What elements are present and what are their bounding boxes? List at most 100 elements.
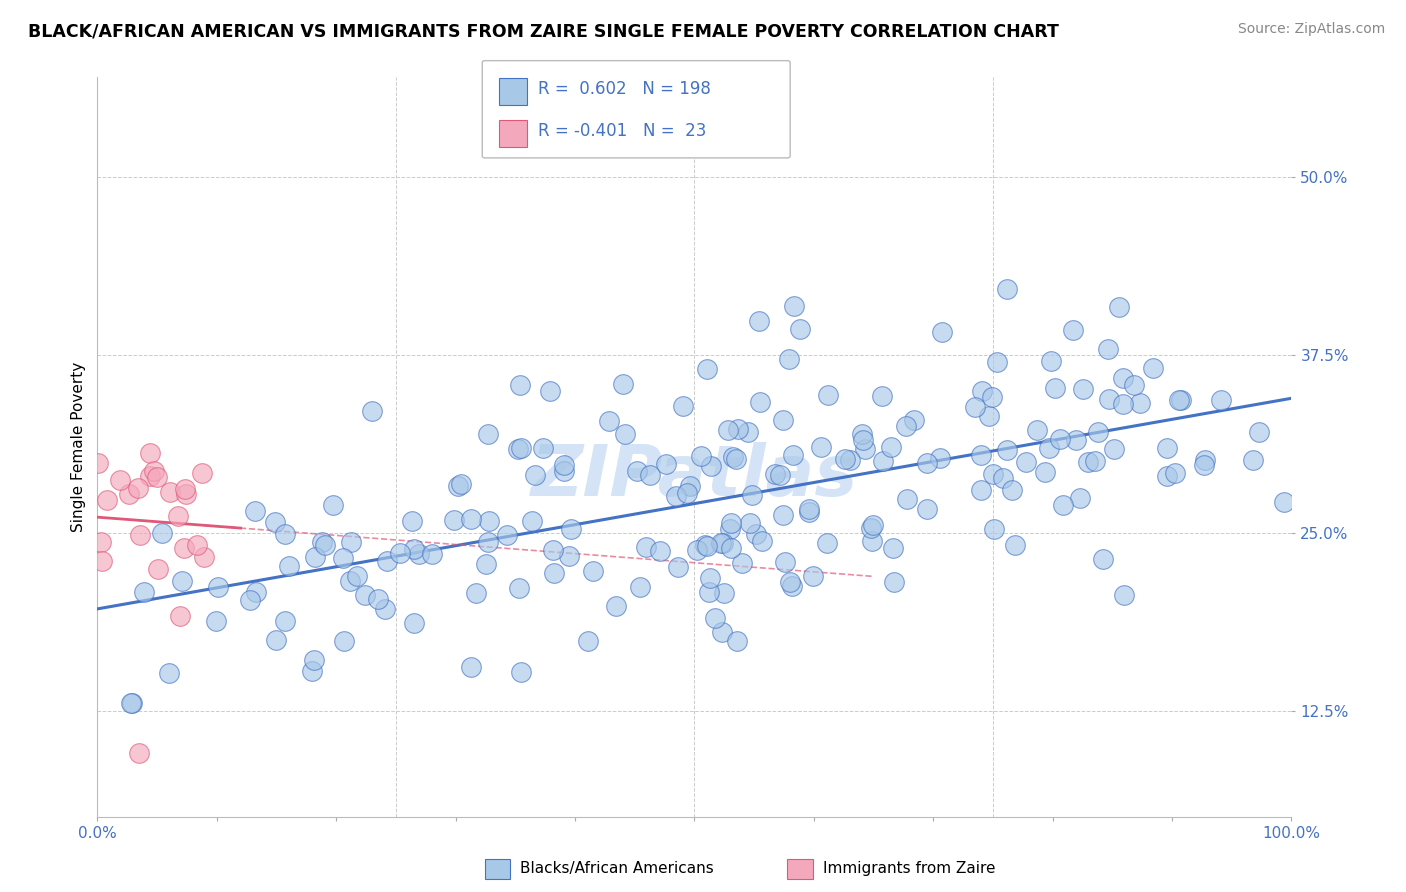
Y-axis label: Single Female Poverty: Single Female Poverty bbox=[72, 362, 86, 533]
Point bbox=[543, 566, 565, 581]
Point bbox=[972, 384, 994, 398]
Point bbox=[993, 470, 1015, 484]
Point bbox=[763, 467, 786, 481]
Point bbox=[724, 452, 747, 467]
Point bbox=[672, 399, 695, 413]
Point bbox=[1071, 382, 1094, 396]
Point bbox=[679, 478, 702, 492]
Text: R = -0.401   N =  23: R = -0.401 N = 23 bbox=[538, 122, 707, 140]
Point bbox=[741, 488, 763, 502]
Point bbox=[717, 423, 740, 437]
Point bbox=[772, 413, 794, 427]
Point bbox=[636, 540, 658, 554]
Point bbox=[301, 664, 323, 678]
Point bbox=[696, 539, 718, 553]
Point bbox=[146, 562, 169, 576]
Point bbox=[541, 542, 564, 557]
Point bbox=[374, 601, 396, 615]
Point bbox=[1129, 396, 1152, 410]
Point bbox=[120, 697, 142, 711]
Point bbox=[915, 456, 938, 470]
Point bbox=[983, 522, 1005, 536]
Point bbox=[332, 550, 354, 565]
Point bbox=[638, 467, 661, 482]
Point bbox=[274, 527, 297, 541]
Point bbox=[882, 541, 904, 555]
Point bbox=[915, 502, 938, 516]
Point bbox=[801, 569, 824, 583]
Point bbox=[173, 541, 195, 555]
Point bbox=[464, 586, 486, 600]
Point bbox=[896, 492, 918, 507]
Point bbox=[931, 325, 953, 339]
Point bbox=[157, 665, 180, 680]
Point bbox=[655, 457, 678, 471]
Point bbox=[749, 395, 772, 409]
Point bbox=[995, 282, 1018, 296]
Point bbox=[340, 535, 363, 549]
Point bbox=[560, 522, 582, 536]
Point bbox=[1192, 458, 1215, 473]
Point bbox=[159, 485, 181, 500]
Point bbox=[1069, 491, 1091, 506]
Point bbox=[783, 299, 806, 313]
Point bbox=[508, 582, 530, 596]
Point bbox=[686, 542, 709, 557]
Point bbox=[778, 351, 800, 366]
Point bbox=[321, 498, 343, 512]
Point bbox=[443, 512, 465, 526]
Point bbox=[970, 483, 993, 498]
Text: BLACK/AFRICAN AMERICAN VS IMMIGRANTS FROM ZAIRE SINGLE FEMALE POVERTY CORRELATIO: BLACK/AFRICAN AMERICAN VS IMMIGRANTS FRO… bbox=[28, 22, 1059, 40]
Point bbox=[132, 585, 155, 599]
Point bbox=[420, 547, 443, 561]
Point bbox=[880, 441, 903, 455]
Point bbox=[782, 448, 804, 462]
Point bbox=[928, 450, 950, 465]
Point bbox=[446, 479, 468, 493]
Point bbox=[1097, 343, 1119, 357]
Point bbox=[666, 560, 689, 574]
Point bbox=[96, 493, 118, 508]
Point bbox=[862, 533, 884, 548]
Point bbox=[1066, 433, 1088, 447]
Point bbox=[1038, 442, 1060, 456]
Point bbox=[346, 569, 368, 583]
Point bbox=[1167, 393, 1189, 408]
Point bbox=[713, 586, 735, 600]
Point bbox=[339, 574, 361, 588]
Point bbox=[696, 362, 718, 376]
Point bbox=[509, 665, 531, 680]
Point bbox=[1112, 588, 1135, 602]
Point bbox=[1122, 378, 1144, 392]
Point bbox=[172, 574, 194, 589]
Text: ZIPatlas: ZIPatlas bbox=[530, 442, 858, 511]
Point bbox=[388, 546, 411, 560]
Point bbox=[524, 468, 547, 483]
Point bbox=[1077, 455, 1099, 469]
Point bbox=[146, 469, 169, 483]
Point bbox=[727, 634, 749, 648]
Point bbox=[872, 389, 894, 403]
Point bbox=[894, 418, 917, 433]
Point bbox=[87, 457, 110, 471]
Point bbox=[304, 653, 326, 667]
Point bbox=[142, 464, 165, 478]
Point bbox=[367, 591, 389, 606]
Point bbox=[628, 580, 651, 594]
Point bbox=[965, 400, 987, 414]
Point bbox=[626, 464, 648, 478]
Point bbox=[90, 534, 112, 549]
Point bbox=[263, 515, 285, 529]
Point bbox=[475, 557, 498, 571]
Point bbox=[207, 580, 229, 594]
Point bbox=[582, 564, 605, 578]
Point bbox=[1102, 442, 1125, 456]
Point bbox=[401, 514, 423, 528]
Point bbox=[239, 592, 262, 607]
Point bbox=[477, 535, 499, 549]
Point bbox=[1156, 442, 1178, 456]
Point bbox=[710, 536, 733, 550]
Point bbox=[538, 384, 561, 398]
Point bbox=[557, 549, 579, 563]
Point bbox=[815, 536, 838, 550]
